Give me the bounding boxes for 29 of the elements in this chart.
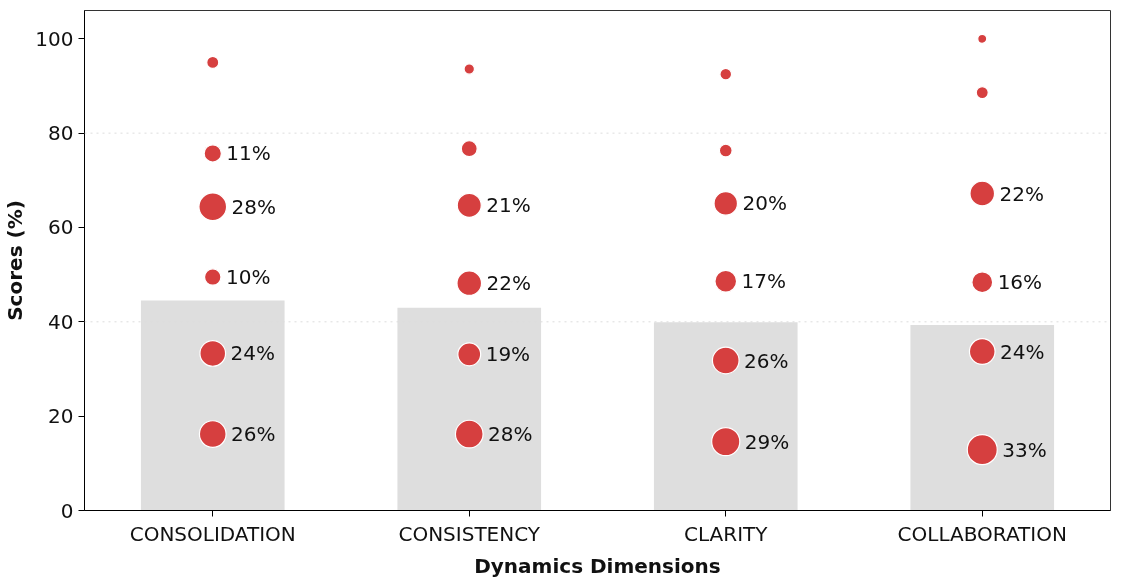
annotation: 20% [742, 191, 787, 216]
annotation: 26% [231, 422, 276, 447]
annotation: 26% [744, 348, 789, 373]
annotation: 24% [230, 341, 276, 366]
annotation: 33% [1002, 437, 1047, 462]
x-tick-label: COLLABORATION [897, 521, 1067, 546]
annotation: 16% [997, 270, 1043, 295]
annotation: 28% [488, 422, 533, 447]
annotation: 11% [226, 141, 271, 166]
annotation: 17% [741, 269, 787, 294]
y-tick-label: 0 [60, 498, 74, 523]
annotation: 22% [999, 181, 1044, 206]
y-tick-label: 60 [48, 215, 74, 240]
annotation: 29% [744, 429, 790, 454]
x-tick-label: CONSISTENCY [398, 521, 541, 546]
y-axis-title: Scores (%) [3, 200, 28, 321]
y-tick-label: 20 [48, 404, 74, 429]
y-tick-label: 80 [48, 121, 74, 146]
annotation: 21% [486, 193, 531, 218]
y-tick-label: 40 [48, 309, 74, 334]
x-tick-label: CONSOLIDATION [129, 521, 296, 546]
annotation: 28% [231, 194, 277, 219]
y-tick-label: 100 [35, 26, 74, 51]
annotation: 22% [486, 271, 531, 296]
annotation: 24% [1000, 339, 1045, 364]
annotation: 10% [225, 265, 271, 290]
x-axis-title: Dynamics Dimensions [474, 553, 721, 578]
annotation: 19% [485, 342, 531, 367]
x-tick-label: CLARITY [684, 521, 769, 546]
